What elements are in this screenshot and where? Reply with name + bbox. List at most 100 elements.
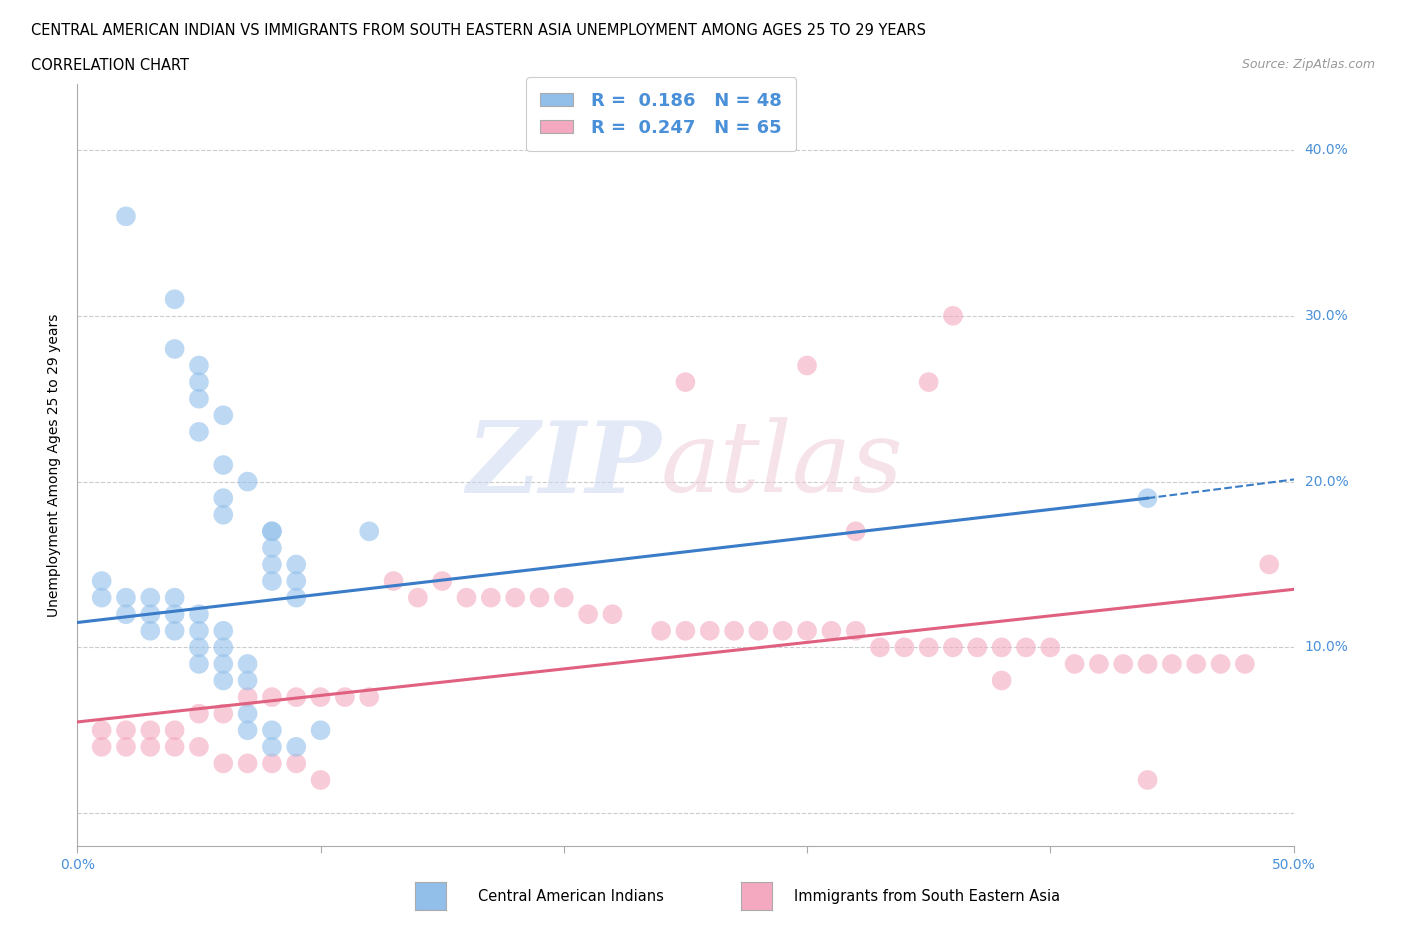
Point xyxy=(990,673,1012,688)
Y-axis label: Unemployment Among Ages 25 to 29 years: Unemployment Among Ages 25 to 29 years xyxy=(48,313,62,617)
Point xyxy=(869,640,891,655)
Text: Immigrants from South Eastern Asia: Immigrants from South Eastern Asia xyxy=(794,889,1060,904)
Point xyxy=(236,657,259,671)
Point xyxy=(236,756,259,771)
Point xyxy=(163,341,186,356)
Point xyxy=(942,640,965,655)
Text: ZIP: ZIP xyxy=(467,417,661,513)
Point xyxy=(1039,640,1062,655)
Point xyxy=(212,408,235,423)
Point xyxy=(163,591,186,605)
Point xyxy=(796,358,818,373)
Point xyxy=(430,574,453,589)
Point xyxy=(479,591,502,605)
Point xyxy=(309,773,332,788)
Point xyxy=(188,657,211,671)
Point xyxy=(1063,657,1085,671)
Point xyxy=(188,623,211,638)
Point xyxy=(942,309,965,324)
Point xyxy=(236,723,259,737)
Point xyxy=(139,739,162,754)
Point xyxy=(90,739,112,754)
Point xyxy=(115,723,138,737)
Point xyxy=(675,375,697,390)
Point xyxy=(285,591,308,605)
Point xyxy=(188,392,211,406)
Text: atlas: atlas xyxy=(661,418,904,512)
Point xyxy=(1161,657,1184,671)
Point xyxy=(576,606,599,621)
Point xyxy=(650,623,672,638)
Point xyxy=(188,424,211,439)
Point xyxy=(163,292,186,307)
Point xyxy=(456,591,478,605)
Point xyxy=(260,557,283,572)
Text: 40.0%: 40.0% xyxy=(1305,143,1348,157)
Point xyxy=(212,458,235,472)
Point xyxy=(990,640,1012,655)
Text: 30.0%: 30.0% xyxy=(1305,309,1348,323)
Point xyxy=(1015,640,1038,655)
Point xyxy=(699,623,721,638)
Point xyxy=(163,739,186,754)
Point xyxy=(529,591,551,605)
Point xyxy=(212,657,235,671)
Point xyxy=(893,640,915,655)
Point xyxy=(139,606,162,621)
Point xyxy=(139,623,162,638)
Point xyxy=(260,540,283,555)
Point xyxy=(1112,657,1135,671)
Point xyxy=(139,723,162,737)
Point xyxy=(212,756,235,771)
Point xyxy=(1185,657,1208,671)
Text: Central American Indians: Central American Indians xyxy=(478,889,664,904)
Point xyxy=(285,557,308,572)
Point xyxy=(382,574,405,589)
Point xyxy=(163,623,186,638)
Point xyxy=(260,756,283,771)
Point xyxy=(260,690,283,705)
Point xyxy=(260,739,283,754)
Point xyxy=(212,623,235,638)
Point xyxy=(236,706,259,721)
Point xyxy=(260,524,283,538)
Point xyxy=(309,723,332,737)
Point xyxy=(503,591,526,605)
Point xyxy=(602,606,624,621)
Point xyxy=(553,591,575,605)
Point xyxy=(333,690,356,705)
Point xyxy=(139,591,162,605)
Point xyxy=(918,640,941,655)
Point xyxy=(918,375,941,390)
Point xyxy=(115,739,138,754)
Point xyxy=(90,574,112,589)
Point xyxy=(1233,657,1256,671)
Point xyxy=(236,673,259,688)
Point xyxy=(285,739,308,754)
Text: 10.0%: 10.0% xyxy=(1305,641,1348,655)
Point xyxy=(1136,657,1159,671)
Point xyxy=(309,690,332,705)
Point xyxy=(845,524,868,538)
Point xyxy=(285,690,308,705)
Text: CORRELATION CHART: CORRELATION CHART xyxy=(31,58,188,73)
Point xyxy=(115,209,138,224)
Point xyxy=(90,723,112,737)
Point xyxy=(188,358,211,373)
Point xyxy=(1136,773,1159,788)
Point xyxy=(163,606,186,621)
Point xyxy=(406,591,429,605)
Point xyxy=(1088,657,1111,671)
Point xyxy=(772,623,794,638)
Point xyxy=(188,606,211,621)
Point xyxy=(260,723,283,737)
Point xyxy=(90,591,112,605)
Point xyxy=(675,623,697,638)
Point xyxy=(163,723,186,737)
Point xyxy=(115,591,138,605)
Point xyxy=(1258,557,1281,572)
Point xyxy=(188,706,211,721)
Point xyxy=(236,690,259,705)
Point xyxy=(845,623,868,638)
Point xyxy=(966,640,988,655)
